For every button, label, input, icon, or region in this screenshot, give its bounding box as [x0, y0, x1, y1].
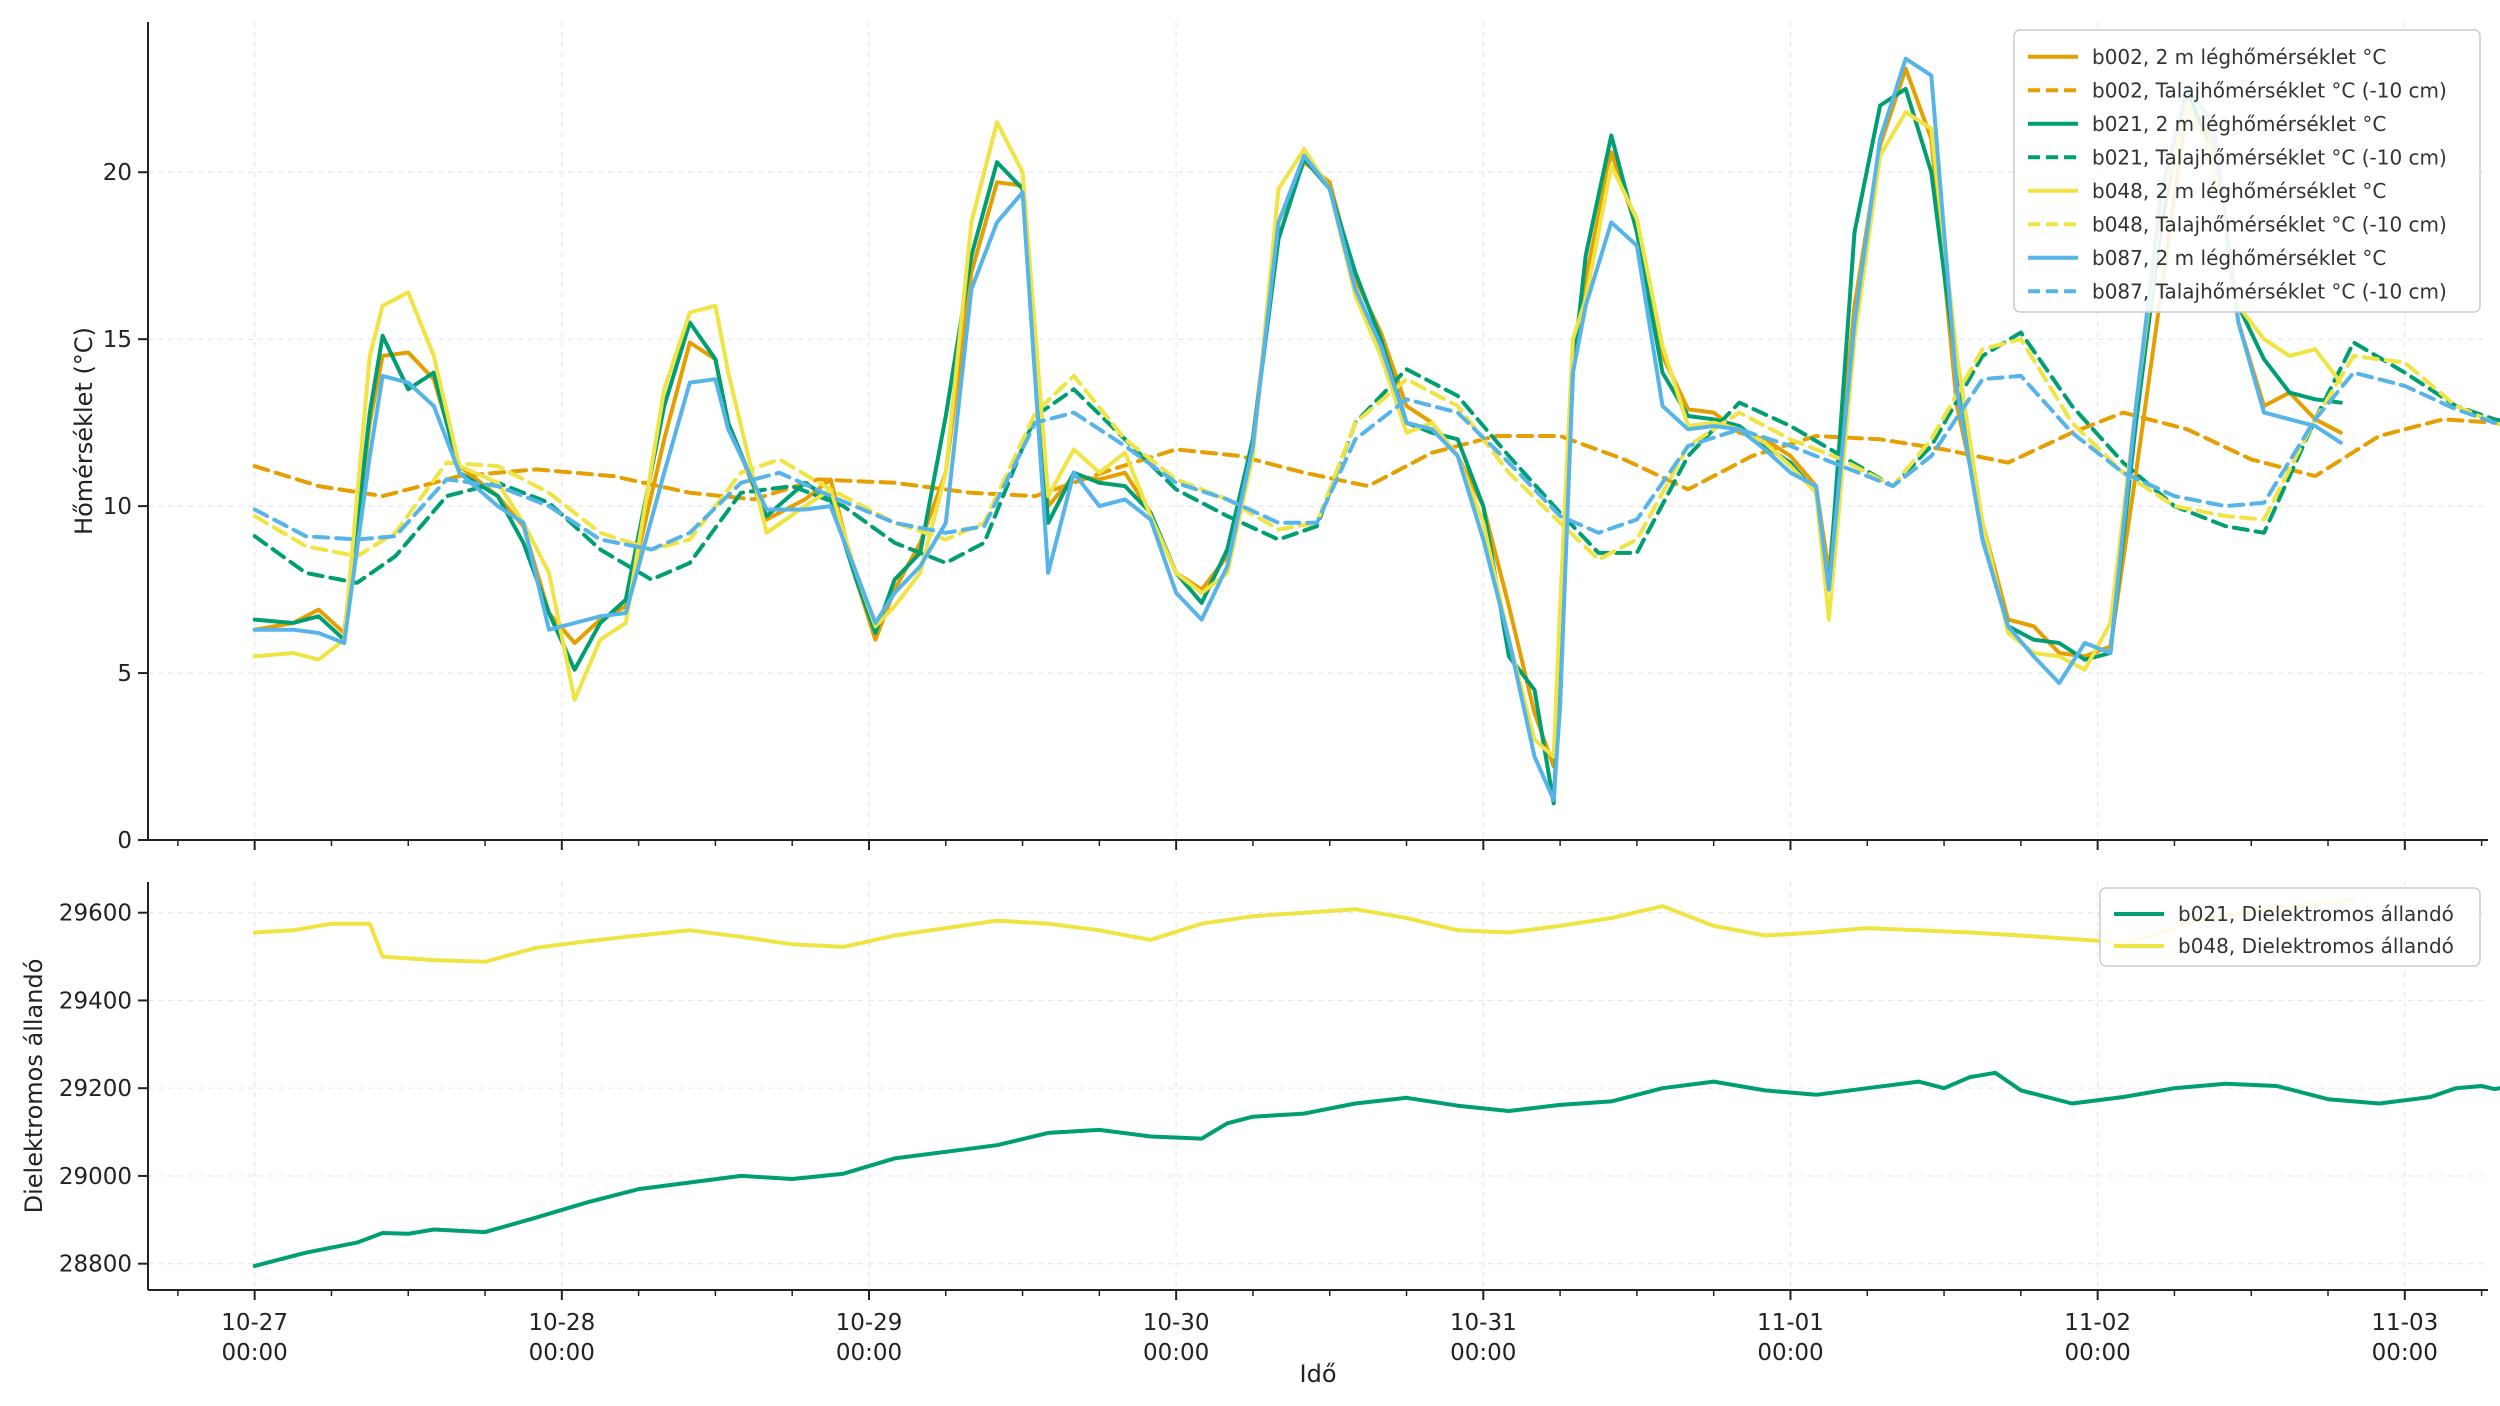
legend-label: b048, Dielektromos állandó: [2178, 934, 2454, 958]
y-tick-label: 28800: [59, 1252, 132, 1278]
x-tick-label-time: 00:00: [529, 1340, 595, 1366]
y-tick-label: 0: [117, 828, 132, 854]
y-tick-label: 29600: [59, 901, 132, 927]
x-tick-label-time: 00:00: [1450, 1340, 1516, 1366]
y-tick-label: 20: [103, 160, 132, 186]
legend-label: b021, 2 m léghőmérséklet °C: [2092, 112, 2386, 136]
x-tick-label-date: 11-01: [1757, 1310, 1824, 1336]
series-line-b048-air: [252, 897, 2356, 964]
x-tick-label-time: 00:00: [2372, 1340, 2438, 1366]
legend-label: b002, 2 m léghőmérséklet °C: [2092, 45, 2386, 69]
dielectric-axes: 28800 29000 29200 29400 29600 10-27 00:00 10-28…: [59, 882, 2488, 1366]
y-tick-label: 10: [103, 494, 132, 520]
dielectric-panel: 28800 29000 29200 29400 29600 10-27 00:00 10-28…: [20, 882, 2500, 1388]
legend-box: [2099, 887, 2481, 967]
legend-label: b021, Dielektromos állandó: [2178, 902, 2454, 926]
y-tick-label: 29000: [59, 1164, 132, 1190]
legend-label: b087, Talajhőmérséklet °C (-10 cm): [2092, 279, 2447, 303]
series-line-b021-air: [252, 1070, 2500, 1268]
legend-label: b021, Talajhőmérséklet °C (-10 cm): [2092, 145, 2447, 169]
series-line-b002-soil: [252, 410, 2500, 502]
y-tick-label: 29400: [59, 988, 132, 1014]
temperature-y-axis-label: Hőmérséklet (°C): [70, 327, 98, 535]
dielectric-legend: b021, Dielektromos állandó b048, Dielektr…: [2099, 887, 2481, 967]
x-tick-label-time: 00:00: [1143, 1340, 1209, 1366]
y-tick-label: 29200: [59, 1076, 132, 1102]
x-tick-label-time: 00:00: [222, 1340, 288, 1366]
temperature-series: [252, 56, 2500, 806]
x-tick-label-date: 11-03: [2371, 1310, 2438, 1336]
legend-label: b048, Talajhőmérséklet °C (-10 cm): [2092, 212, 2447, 236]
x-tick-label-time: 00:00: [836, 1340, 902, 1366]
x-tick-label-date: 10-28: [528, 1310, 595, 1336]
series-line-b048-soil: [252, 337, 2500, 562]
x-tick-label-date: 10-27: [221, 1310, 288, 1336]
series-line-b087-soil: [252, 370, 2500, 552]
x-tick-label-time: 00:00: [1757, 1340, 1823, 1366]
temperature-legend: b002, 2 m léghőmérséklet °C b002, Talajhő…: [2013, 29, 2481, 313]
x-tick-label-date: 11-02: [2064, 1310, 2131, 1336]
temperature-panel: 0 5 10 15 20 Hőmérséklet (°C) b002, 2 m légh…: [70, 22, 2500, 854]
legend-box: [2013, 29, 2481, 313]
series-line-b087-air: [252, 56, 2343, 802]
x-tick-label-date: 10-29: [836, 1310, 903, 1336]
y-tick-label: 15: [103, 327, 132, 353]
legend-label: b002, Talajhőmérséklet °C (-10 cm): [2092, 78, 2447, 102]
x-tick-label-date: 10-31: [1450, 1310, 1517, 1336]
legend-label: b048, 2 m léghőmérséklet °C: [2092, 179, 2386, 203]
y-tick-label: 5: [117, 661, 132, 687]
dielectric-series: [252, 897, 2500, 1268]
series-line-b021-soil: [252, 330, 2500, 585]
dielectric-y-axis-label: Dielektromos állandó: [20, 959, 48, 1214]
x-tick-label-time: 00:00: [2064, 1340, 2130, 1366]
x-tick-label-date: 10-30: [1143, 1310, 1210, 1336]
legend-label: b087, 2 m léghőmérséklet °C: [2092, 246, 2386, 270]
time-axis-label: Idő: [1300, 1360, 1337, 1388]
temperature-axes: 0 5 10 15 20: [103, 22, 2488, 854]
